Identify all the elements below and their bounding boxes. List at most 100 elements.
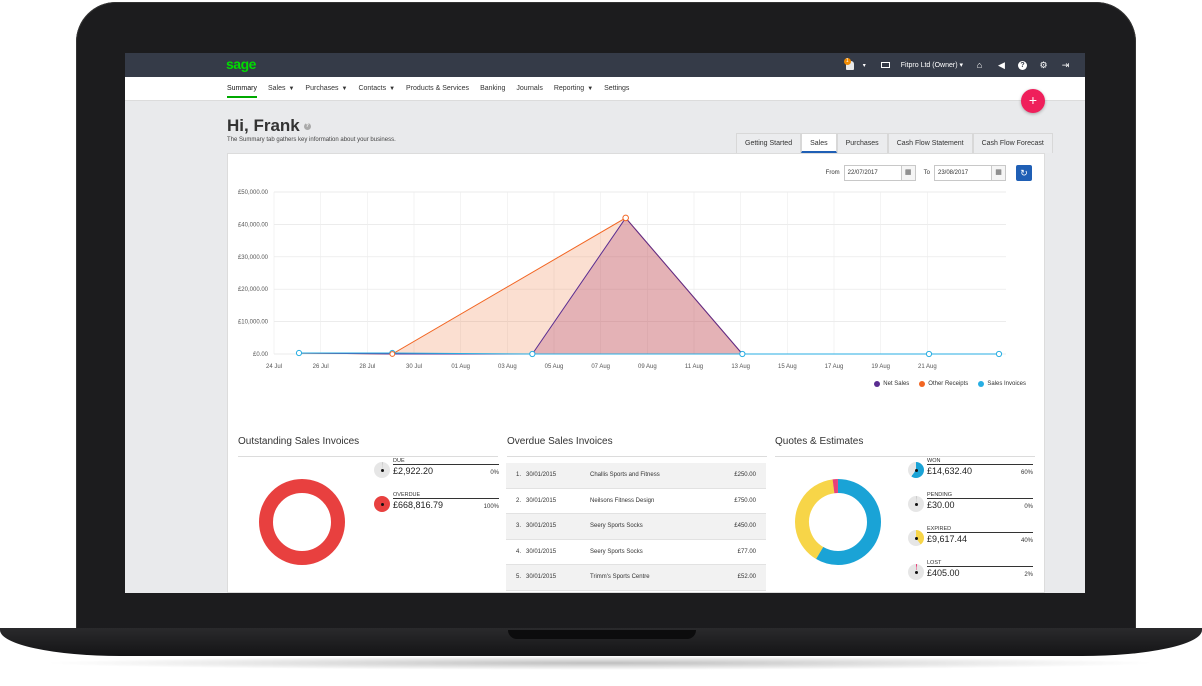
home-icon[interactable]: ⌂	[976, 60, 983, 70]
caret-down-icon: ▼	[389, 86, 396, 92]
gauge-center	[915, 571, 918, 574]
mini-gauge-icon	[908, 496, 924, 512]
nav-item-label: Products & Services	[406, 85, 470, 92]
nav-item[interactable]: Reporting ▼	[554, 77, 593, 101]
stat-label: LOST	[927, 560, 942, 566]
gauge-center	[381, 469, 384, 472]
chevron-down-icon[interactable]: ▾	[862, 62, 866, 69]
donut-segment[interactable]	[789, 473, 888, 572]
cell-date: 30/01/2015	[526, 472, 557, 479]
stat-item[interactable]: PENDING £30.00 0%	[908, 492, 1033, 512]
x-tick-label: 26 Jul	[313, 364, 329, 370]
nav-item[interactable]: Sales ▼	[268, 77, 294, 101]
gear-icon[interactable]: ⚙	[1039, 59, 1048, 70]
logout-icon[interactable]: ⇥	[1061, 59, 1070, 70]
data-point[interactable]	[295, 349, 303, 357]
legend-item[interactable]: Other Receipts	[919, 381, 968, 387]
nav-item[interactable]: Summary	[227, 77, 257, 101]
top-bar-actions: 1 ▾ Fitpro Ltd (Owner) ▾ ⌂ ◀ ? ⚙ ⇥	[843, 53, 1071, 77]
series-area	[299, 217, 999, 354]
data-point[interactable]	[739, 350, 746, 358]
x-tick-label: 17 Aug	[825, 364, 844, 370]
nav-item[interactable]: Banking	[480, 77, 505, 101]
megaphone-icon[interactable]: ◀	[998, 59, 1005, 70]
data-point[interactable]	[389, 351, 396, 357]
to-date-input[interactable]: 23/08/2017	[934, 165, 992, 181]
cell-date: 30/01/2015	[526, 497, 557, 504]
mini-gauge-icon	[908, 462, 924, 478]
cell-amount: £250.00	[734, 472, 756, 479]
tab[interactable]: Getting Started	[736, 133, 802, 153]
date-filter: From 22/07/2017 ▦ To 23/08/2017 ▦ ↻	[826, 165, 1032, 181]
tab[interactable]: Cash Flow Forecast	[972, 133, 1053, 153]
top-bar: sage 1 ▾ Fitpro Ltd (Owner) ▾ ⌂ ◀ ? ⚙ ⇥	[125, 53, 1085, 77]
data-point[interactable]	[995, 350, 1003, 358]
table-row[interactable]: 3. 30/01/2015 Seery Sports Socks £450.00	[506, 514, 766, 540]
table-row[interactable]: 1. 30/01/2015 Challis Sports and Fitness £2…	[506, 463, 766, 489]
legend-swatch	[919, 381, 926, 387]
nav-item[interactable]: Journals	[516, 77, 542, 101]
nav-item[interactable]: Products & Services	[406, 77, 469, 101]
mini-gauge-icon	[908, 530, 924, 546]
chart-legend: Net Sales Other Receipts Sales Invoices	[874, 381, 1026, 387]
series-area	[299, 217, 999, 354]
x-tick-label: 13 Aug	[731, 364, 750, 370]
donut-segment[interactable]	[259, 479, 345, 565]
x-tick-label: 24 Jul	[266, 364, 282, 370]
gauge-center	[915, 537, 918, 540]
nav-item[interactable]: Purchases ▼	[305, 77, 347, 101]
stat-label: PENDING	[927, 492, 953, 498]
nav-item-label: Purchases	[305, 85, 339, 92]
sage-logo[interactable]: sage	[226, 56, 256, 72]
data-point[interactable]	[925, 350, 933, 358]
quotes-donut[interactable]	[788, 472, 888, 572]
mini-gauge-icon	[908, 564, 924, 580]
calendar-icon[interactable]: ▦	[992, 165, 1006, 181]
legend-item[interactable]: Sales Invoices	[978, 381, 1026, 387]
data-point[interactable]	[622, 214, 629, 222]
nav-item-label: Contacts	[358, 85, 387, 92]
y-tick-label: £40,000.00	[238, 222, 269, 228]
quick-create-button[interactable]: +	[1021, 89, 1045, 113]
legend-label: Other Receipts	[928, 381, 969, 387]
table-row[interactable]: 4. 30/01/2015 Seery Sports Socks £77.00	[506, 540, 766, 565]
series-line	[299, 352, 999, 355]
stat-item[interactable]: OVERDUE £668,816.79 100%	[374, 492, 499, 512]
refresh-button[interactable]: ↻	[1016, 165, 1032, 181]
stat-label: DUE	[393, 458, 405, 464]
nav-item[interactable]: Contacts ▼	[358, 77, 395, 101]
notification-badge: 1	[843, 58, 851, 65]
to-label: To	[923, 170, 930, 176]
from-date-input[interactable]: 22/07/2017	[843, 165, 902, 181]
company-switcher[interactable]: Fitpro Ltd (Owner) ▾	[900, 62, 963, 69]
stat-amount: £30.00	[927, 498, 1033, 510]
nav-item-label: Reporting	[553, 85, 585, 92]
stat-item[interactable]: EXPIRED £9,617.44 40%	[908, 526, 1033, 546]
tab[interactable]: Sales	[801, 133, 837, 153]
help-icon[interactable]: ?	[1018, 60, 1027, 70]
y-tick-label: £30,000.00	[238, 255, 269, 261]
caret-down-icon: ▼	[288, 86, 295, 92]
calendar-icon[interactable]: ▦	[901, 165, 916, 181]
nav-list: Summary Sales ▼ Purchases ▼ Contacts ▼ Products…	[227, 77, 629, 101]
stat-item[interactable]: DUE £2,922.20 0%	[374, 458, 499, 478]
x-tick-label: 03 Aug	[498, 364, 517, 370]
stat-amount: £405.00	[927, 566, 1033, 578]
legend-item[interactable]: Net Sales	[874, 381, 909, 387]
gauge-center	[915, 503, 918, 506]
help-circle-icon[interactable]: ?	[303, 123, 311, 131]
table-row[interactable]: 2. 30/01/2015 Neilsons Fitness Design £750.…	[506, 489, 766, 514]
table-row[interactable]: 5. 30/01/2015 Trimm's Sports Centre £52.00	[506, 565, 766, 591]
stat-item[interactable]: LOST £405.00 2%	[908, 560, 1033, 580]
nav-item-label: Summary	[227, 85, 257, 92]
data-point[interactable]	[529, 350, 536, 358]
cell-date: 30/01/2015	[526, 523, 557, 530]
stat-item[interactable]: WON £14,632.40 60%	[908, 458, 1033, 478]
tab[interactable]: Purchases	[836, 133, 888, 153]
outstanding-donut[interactable]	[252, 472, 352, 572]
notifications-icon[interactable]: 1	[843, 58, 856, 70]
mail-icon[interactable]	[880, 62, 890, 68]
tab[interactable]: Cash Flow Statement	[887, 133, 973, 153]
donut-segment[interactable]	[795, 479, 881, 565]
nav-item[interactable]: Settings	[604, 77, 629, 101]
